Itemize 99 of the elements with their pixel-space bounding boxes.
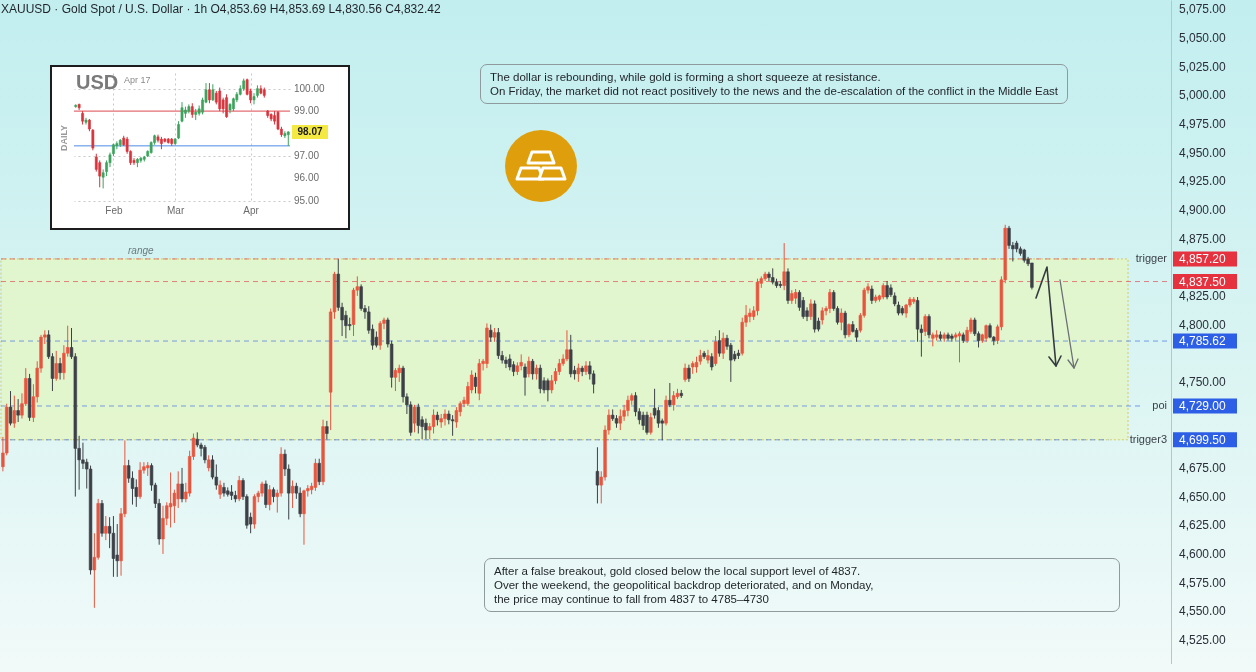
candlestick (565, 329, 569, 362)
candlestick (649, 412, 653, 436)
ref-line-label: trigger3 (1129, 432, 1167, 445)
candlestick (325, 420, 329, 440)
y-tick-label: 5,000.00 (1179, 88, 1227, 103)
candlestick (443, 408, 447, 426)
band-label: range (128, 244, 155, 256)
candlestick (378, 320, 382, 351)
ref-line-label: poi (1152, 398, 1167, 411)
y-tick-label: 4,699.50 (1179, 432, 1227, 447)
candlestick (208, 82, 211, 104)
chart-title: USD (76, 71, 119, 93)
candlestick (473, 372, 478, 394)
y-tick-label: 4,675.00 (1179, 460, 1227, 475)
candlestick (450, 414, 455, 437)
candlestick (302, 489, 306, 546)
candlestick (664, 395, 668, 426)
y-tick-label: 5,050.00 (1179, 30, 1227, 45)
candlestick (12, 395, 17, 429)
y-tick-label: 4,837.50 (1179, 274, 1227, 289)
chart-title: XAUUSD · Gold Spot / U.S. Dollar · 1h O4,853.69 H4,853.69 L4,830.56 C4,832.42 (1, 2, 441, 16)
candlestick (843, 310, 847, 339)
candlestick (218, 480, 222, 500)
candlestick (923, 313, 927, 337)
y-tick-label: 4,975.00 (1179, 116, 1227, 131)
candlestick (180, 467, 184, 503)
y-tick-label: 5,025.00 (1179, 59, 1227, 74)
candlestick (523, 363, 527, 397)
y-tick-label: 4,750.00 (1179, 374, 1227, 389)
candlestick (538, 364, 542, 394)
annotation: The dollar is rebounding, while gold is forming a short squeeze at resistance. On Friday, the market did not react positively to the news and the de-escalation of the conflict in the Middle East (480, 64, 1069, 104)
candlestick (393, 367, 398, 392)
candlestick (8, 390, 13, 426)
ref-line-label: trigger (1135, 251, 1168, 264)
candlestick (702, 350, 706, 360)
y-tick-label: 4,650.00 (1179, 489, 1227, 504)
candlestick (584, 360, 588, 376)
candlestick (54, 350, 58, 382)
y-tick-label: 4,785.62 (1179, 334, 1227, 349)
y-tick-label: 4,800.00 (1179, 317, 1227, 332)
candlestick (782, 242, 786, 291)
candlestick (298, 486, 302, 518)
candlestick (809, 298, 813, 321)
x-tick-label: Feb (105, 204, 123, 216)
candlestick (713, 335, 718, 367)
candlestick (104, 515, 108, 541)
candlestick (16, 398, 20, 423)
y-tick-label: 100.00 (294, 82, 326, 94)
candlestick (454, 406, 459, 429)
y-tick-label: 96.00 (294, 172, 320, 184)
x-tick-label: Apr (243, 204, 260, 216)
y-tick-label: 4,625.00 (1179, 518, 1227, 533)
y-tick-label: 4,925.00 (1179, 174, 1227, 189)
candlestick (591, 369, 596, 394)
candlestick (527, 356, 531, 378)
annotation: 98.07 (297, 125, 323, 137)
candlestick (58, 357, 62, 381)
candlestick (222, 482, 226, 498)
y-tick-label: 4,825.00 (1179, 288, 1227, 303)
candlestick (828, 288, 832, 314)
candlestick (885, 280, 889, 300)
y-tick-label: 4,600.00 (1179, 546, 1227, 561)
candlestick (546, 377, 550, 402)
candlestick (927, 313, 931, 339)
candlestick (203, 444, 207, 464)
candlestick (950, 333, 954, 343)
candlestick (748, 307, 752, 323)
candlestick (721, 332, 725, 360)
candlestick (595, 446, 600, 504)
candlestick (683, 363, 687, 383)
y-tick-label: 4,525.00 (1179, 632, 1227, 647)
candlestick (424, 418, 428, 440)
candlestick (161, 505, 165, 555)
y-tick-label: 95.00 (294, 194, 320, 206)
annotation: After a false breakout, gold closed below the local support level of 4837. Over the weekend, the geopolitical backdrop deteriorated, and on Monday, the price may continue to fall from 4837 to 4785–4730 (484, 558, 1120, 612)
candlestick (668, 382, 672, 408)
y-tick-label: 4,729.00 (1179, 398, 1227, 413)
candlestick (641, 411, 645, 431)
y-tick-label: 4,900.00 (1179, 202, 1227, 217)
candlestick (237, 475, 241, 502)
y-tick-label: 4,550.00 (1179, 604, 1227, 619)
y-tick-label: 4,875.00 (1179, 231, 1227, 246)
y-tick-label: 4,950.00 (1179, 145, 1227, 160)
candlestick (264, 480, 268, 509)
y-tick-label: 5,075.00 (1179, 2, 1227, 17)
chart-subtitle: Apr 17 (124, 75, 151, 85)
candlestick (412, 404, 417, 433)
y-axis-title: DAILY (59, 124, 69, 152)
y-tick-label: 97.00 (294, 149, 320, 161)
candlestick (645, 411, 649, 436)
x-tick-label: Mar (167, 204, 185, 216)
y-tick-label: 99.00 (294, 105, 320, 117)
candlestick (626, 395, 630, 417)
candlestick (870, 285, 874, 305)
candlestick (317, 458, 321, 486)
y-tick-label: 4,857.20 (1179, 251, 1227, 266)
candlestick (706, 349, 710, 365)
candlestick (168, 471, 173, 529)
y-tick-label: 4,575.00 (1179, 575, 1227, 590)
